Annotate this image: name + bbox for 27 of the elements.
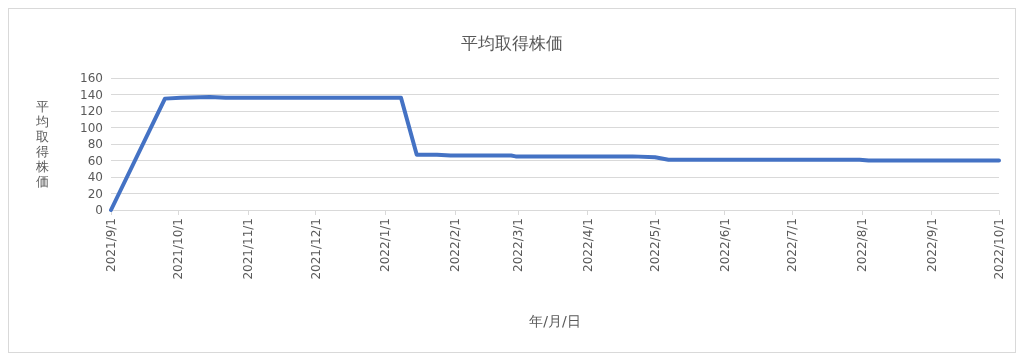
x-tick-label: 2022/2/1	[447, 218, 462, 272]
y-tick-label: 60	[87, 153, 103, 168]
y-tick-label: 120	[80, 104, 103, 118]
x-tick-label: 2022/6/1	[717, 218, 732, 272]
x-tick-label: 2022/8/1	[854, 218, 869, 272]
y-axis-title: 平均取得株価	[35, 99, 49, 189]
chart-title: 平均取得株価	[461, 32, 563, 53]
x-tick-label: 2021/11/1	[241, 218, 256, 280]
y-tick-label: 20	[87, 186, 103, 201]
x-tick-label: 2022/4/1	[580, 218, 595, 272]
x-tick-label: 2022/5/1	[648, 218, 663, 272]
y-tick-label: 0	[95, 203, 103, 217]
y-tick-label: 40	[87, 170, 103, 184]
x-tick-label: 2022/9/1	[924, 218, 939, 272]
x-tick-label: 2022/7/1	[785, 218, 800, 272]
x-tick-label: 2021/9/1	[104, 218, 118, 272]
x-tick-label: 2021/10/1	[171, 218, 186, 280]
x-axis-title: 年/月/日	[529, 313, 581, 329]
x-tick-label: 2022/3/1	[510, 218, 525, 272]
line-series	[109, 94, 1001, 212]
y-tick-label: 160	[80, 71, 103, 85]
x-tick-label: 2022/10/1	[992, 218, 1006, 280]
x-tick-label: 2021/12/1	[308, 218, 323, 280]
x-tick-label: 2022/1/1	[378, 218, 393, 272]
y-tick-label: 80	[87, 137, 103, 151]
y-tick-label: 100	[80, 120, 103, 135]
y-tick-label: 140	[80, 87, 103, 102]
